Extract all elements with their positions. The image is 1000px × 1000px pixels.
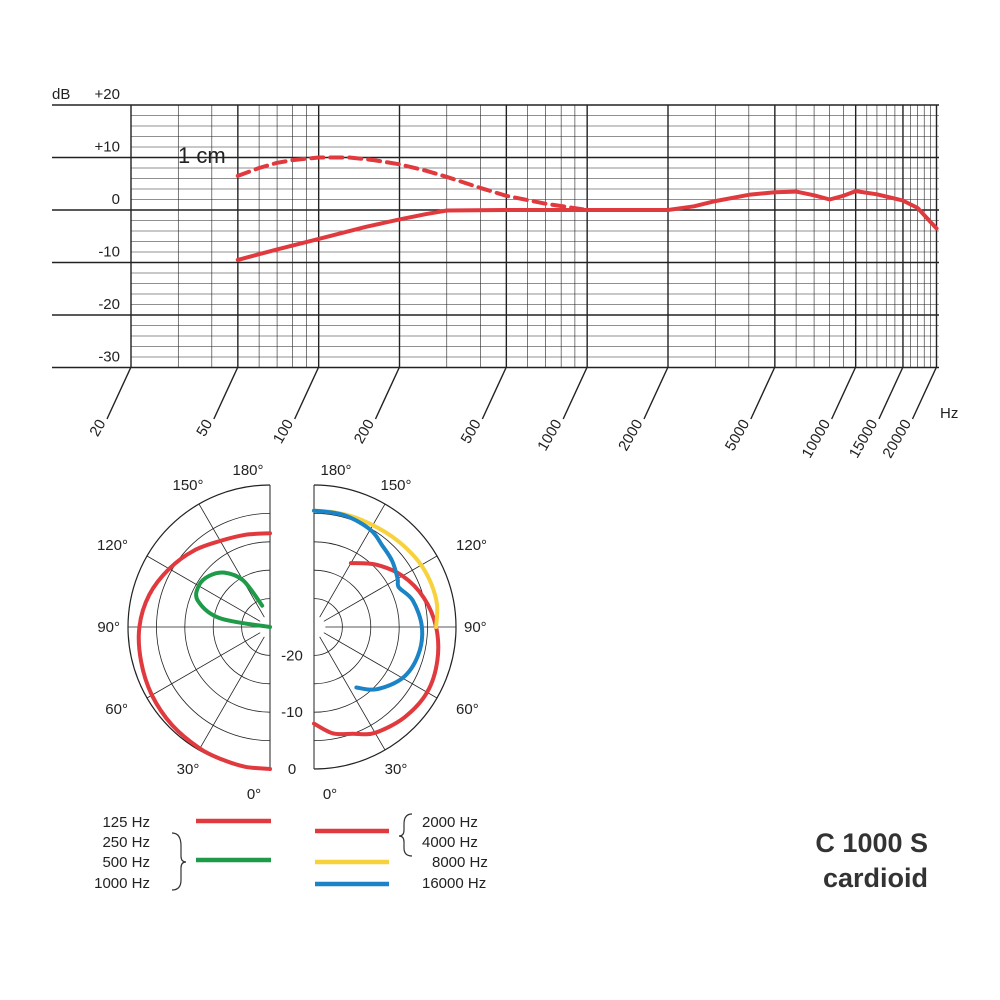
polar-angle-label: 150°	[380, 477, 411, 494]
x-tick-label: 15000	[846, 417, 882, 462]
legend-label-1000hz: 1000 Hz	[94, 875, 150, 892]
polar-angle-label: 30°	[385, 761, 408, 778]
y-tick-label: +10	[95, 139, 120, 156]
x-tick-mark	[106, 366, 132, 420]
series-line-1cm-dashed	[235, 155, 590, 212]
x-tick-label: 50	[193, 417, 216, 440]
polar-angle-label: 0°	[323, 786, 337, 803]
legend-label-4000hz: 4000 Hz	[422, 834, 478, 851]
x-tick-label: 20000	[879, 417, 915, 462]
polar-series-2000hz	[312, 561, 441, 737]
x-tick-mark	[562, 366, 588, 420]
x-tick-label: 2000	[615, 417, 646, 454]
polar-spoke	[323, 632, 438, 699]
x-tick-label: 200	[351, 417, 378, 447]
polar-angle-label: 90°	[97, 619, 120, 636]
x-tick-mark	[878, 366, 904, 420]
polar-angle-labels: 180° 150° 120° 90° 60° 30° 0° 180° 150° 120° 90° 60…	[97, 462, 487, 803]
polar-angle-label: 0°	[247, 786, 261, 803]
polar-angle-label: 180°	[232, 462, 263, 479]
x-tick-mark	[831, 366, 857, 420]
polar-angle-label: 150°	[172, 477, 203, 494]
x-tick-mark	[911, 366, 938, 420]
x-tick-mark	[643, 366, 669, 420]
frequency-grid	[52, 104, 939, 369]
polar-pattern-chart: 180° 150° 120° 90° 60° 30° 0° 180° 150° 120° 90° 60…	[97, 462, 487, 803]
legend-label-8000hz: 8000 Hz	[432, 854, 488, 871]
x-tick-mark	[213, 366, 239, 420]
y-unit-label: dB	[52, 86, 70, 103]
x-tick-mark	[750, 366, 776, 420]
polar-spoke	[146, 632, 261, 699]
right-bracket	[398, 813, 413, 857]
x-tick-label: 20	[86, 417, 109, 440]
frequency-response-chart: +20 +10 0 -10 -20 -30 dB 20 50 100 200 500 1000 200…	[52, 86, 958, 461]
polar-angle-label: 120°	[97, 537, 128, 554]
y-tick-label: 0	[112, 191, 120, 208]
polar-angle-label: 120°	[456, 537, 487, 554]
polar-series-group	[136, 508, 441, 771]
polar-legend: 125 Hz 250 Hz 500 Hz 1000 Hz 2000 Hz 400…	[94, 813, 488, 892]
polar-spoke	[198, 503, 265, 618]
x-unit-label: Hz	[940, 405, 958, 422]
polar-angle-label: 30°	[177, 761, 200, 778]
model-name: C 1000 S	[815, 828, 928, 858]
polar-angle-label: 90°	[464, 619, 487, 636]
x-tick-label: 1000	[534, 417, 565, 454]
polar-spoke	[319, 503, 386, 618]
polar-angle-label: 180°	[320, 462, 351, 479]
polar-grid	[127, 484, 457, 770]
x-tick-mark	[481, 366, 507, 420]
y-tick-label: -20	[98, 296, 120, 313]
y-tick-label: +20	[95, 86, 120, 103]
distance-annotation: 1 cm	[178, 143, 226, 168]
polar-ring-label: 0	[288, 761, 296, 778]
polar-series-16000hz	[312, 508, 425, 692]
frequency-y-tick-labels: +20 +10 0 -10 -20 -30	[95, 86, 120, 366]
polar-pattern-name: cardioid	[823, 863, 928, 893]
x-tick-label: 100	[270, 417, 297, 447]
polar-series-500hz	[194, 570, 272, 629]
x-tick-label: 500	[458, 417, 485, 447]
legend-label-125hz: 125 Hz	[102, 814, 150, 831]
legend-label-2000hz: 2000 Hz	[422, 814, 478, 831]
polar-spoke	[323, 555, 438, 622]
polar-angle-label: 60°	[456, 701, 479, 718]
left-bracket	[171, 832, 187, 891]
polar-series-125hz	[136, 531, 272, 771]
y-tick-label: -30	[98, 349, 120, 366]
series-line-frequency-response	[235, 189, 939, 262]
x-tick-label: 10000	[799, 417, 835, 462]
polar-spoke	[198, 636, 265, 751]
frequency-series-group	[235, 155, 939, 262]
legend-label-500hz: 500 Hz	[102, 854, 150, 871]
x-tick-label: 5000	[722, 417, 753, 454]
polar-ring-label: -20	[281, 647, 303, 664]
x-tick-mark	[374, 366, 401, 420]
x-tick-mark	[294, 366, 320, 420]
polar-angle-label: 60°	[105, 701, 128, 718]
y-tick-label: -10	[98, 244, 120, 261]
polar-spoke	[146, 555, 261, 622]
legend-label-16000hz: 16000 Hz	[422, 875, 486, 892]
legend-label-250hz: 250 Hz	[102, 834, 150, 851]
polar-ring-label: -10	[281, 704, 303, 721]
polar-ring-labels: -20 -10 0	[281, 647, 303, 778]
